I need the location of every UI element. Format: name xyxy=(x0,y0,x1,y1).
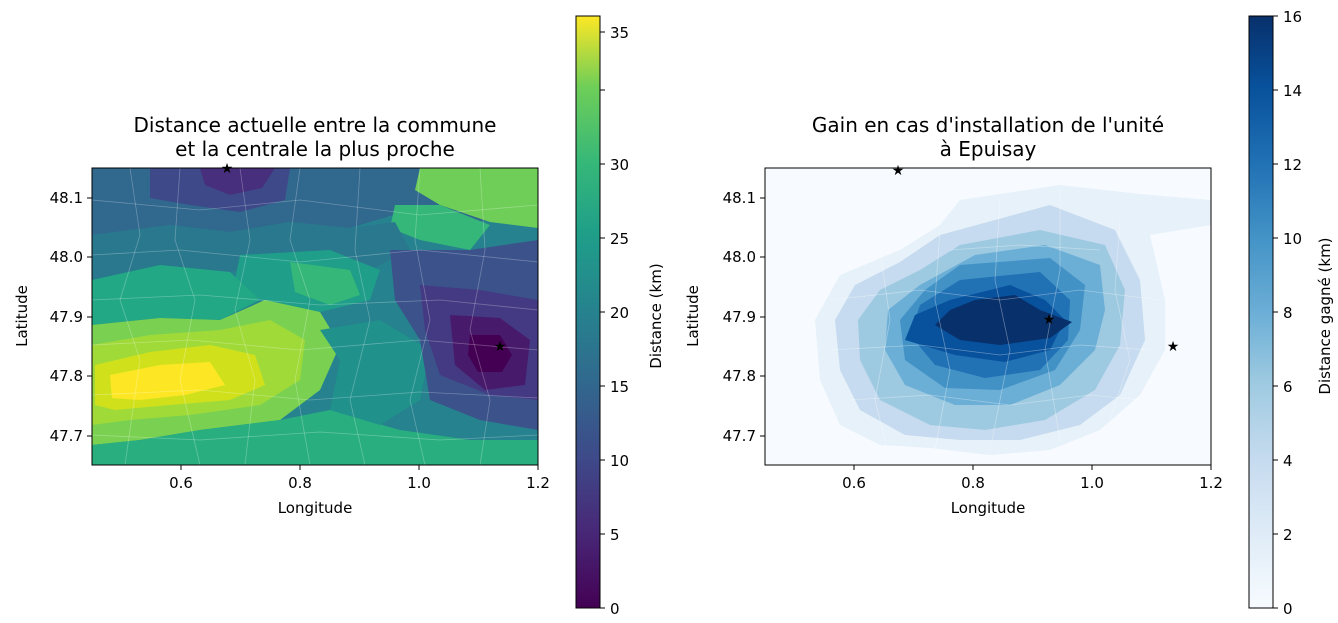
right-x-tick-label: 1.0 xyxy=(1080,474,1104,492)
left-region-west-green xyxy=(92,265,260,325)
left-colorbar-ticks xyxy=(600,31,605,609)
right-y-axis xyxy=(760,197,765,437)
right-star-epuisay-icon: ★ xyxy=(1043,312,1056,328)
right-map-regions xyxy=(765,168,1211,465)
left-region-center-lightgreen xyxy=(290,262,360,305)
right-colorbar xyxy=(1248,15,1274,609)
right-colorbar-tick-label: 8 xyxy=(1283,304,1293,322)
left-region-east-core xyxy=(468,335,512,372)
left-chart-title-line1: Distance actuelle entre la commune xyxy=(134,113,497,137)
right-star-north-icon: ★ xyxy=(892,163,905,179)
left-region-west-mid xyxy=(92,222,410,280)
left-x-axis-label: Longitude xyxy=(278,499,353,517)
right-colorbar-tick-label: 12 xyxy=(1283,156,1302,174)
right-chart-title-line2: à Epuisay xyxy=(940,137,1037,161)
right-colorbar-tick-label: 16 xyxy=(1283,8,1302,26)
right-colorbar-tick-label: 2 xyxy=(1283,526,1293,544)
left-x-tick-label: 0.8 xyxy=(288,474,312,492)
right-y-tick-label: 48.1 xyxy=(723,189,756,207)
left-y-tick-label: 47.8 xyxy=(50,367,83,385)
left-y-axis xyxy=(87,197,92,437)
right-colorbar-tick-label: 4 xyxy=(1283,452,1293,470)
left-map-regions xyxy=(92,168,538,465)
right-y-tick-label: 48.0 xyxy=(723,248,756,266)
right-star-east-icon: ★ xyxy=(1167,339,1180,355)
right-y-tick-label: 47.9 xyxy=(723,308,756,326)
right-colorbar-tick-label: 0 xyxy=(1283,600,1293,618)
left-colorbar-tick-label: 20 xyxy=(610,304,629,322)
left-y-tick-label: 47.9 xyxy=(50,308,83,326)
right-y-axis-label: Latitude xyxy=(684,285,702,347)
left-y-tick-label: 48.1 xyxy=(50,189,83,207)
right-chart-title-line1: Gain en cas d'installation de l'unité xyxy=(812,113,1164,137)
left-star-east-icon: ★ xyxy=(494,339,507,355)
right-colorbar-ticks xyxy=(1273,15,1278,609)
left-colorbar-tick-label: 5 xyxy=(610,526,620,544)
left-region-northeast-mid xyxy=(390,205,490,250)
right-x-axis xyxy=(853,465,1212,470)
right-colorbar-tick-label: 6 xyxy=(1283,378,1293,396)
left-colorbar-tick-label: 30 xyxy=(610,156,629,174)
left-colorbar-tick-label: 0 xyxy=(610,600,620,618)
right-x-axis-label: Longitude xyxy=(951,499,1026,517)
left-colorbar-tick-label: 15 xyxy=(610,378,629,396)
left-region-northeast xyxy=(415,168,538,228)
right-commune-borders xyxy=(829,190,1161,461)
right-x-tick-label: 0.6 xyxy=(842,474,866,492)
left-region-southwest-bright xyxy=(110,362,225,400)
right-colorbar-label: Distance gagné (km) xyxy=(1316,237,1334,394)
left-region-south-lower xyxy=(92,410,538,465)
left-region-north-center xyxy=(200,168,275,195)
left-colorbar-label: Distance (km) xyxy=(647,263,665,368)
left-x-tick-label: 0.6 xyxy=(169,474,193,492)
left-colorbar xyxy=(575,15,601,609)
left-chart: Distance actuelle entre la commune et la… xyxy=(13,15,665,618)
left-y-tick-label: 47.7 xyxy=(50,427,83,445)
left-stars: ★ ★ xyxy=(221,161,507,355)
left-colorbar-tick-label: 10 xyxy=(610,452,629,470)
right-y-tick-label: 47.8 xyxy=(723,367,756,385)
right-x-tick-label: 0.8 xyxy=(961,474,985,492)
left-x-tick-label: 1.2 xyxy=(526,474,550,492)
right-y-tick-label: 47.7 xyxy=(723,427,756,445)
left-y-axis-label: Latitude xyxy=(13,285,31,347)
left-chart-title-line2: et la centrale la plus proche xyxy=(175,137,455,161)
right-x-tick-label: 1.2 xyxy=(1199,474,1223,492)
right-region-core xyxy=(935,295,1072,345)
left-x-axis xyxy=(180,465,539,470)
left-colorbar-tick-label: 25 xyxy=(610,230,629,248)
left-colorbar-tick-label: 35 xyxy=(610,24,629,42)
left-region-south-center xyxy=(320,320,430,425)
left-commune-borders xyxy=(92,168,538,465)
right-stars: ★ ★ ★ xyxy=(892,163,1180,355)
left-star-north-icon: ★ xyxy=(221,161,234,177)
right-colorbar-tick-label: 10 xyxy=(1283,230,1302,248)
left-x-tick-label: 1.0 xyxy=(407,474,431,492)
right-chart: Gain en cas d'installation de l'unité à … xyxy=(684,8,1334,618)
left-y-tick-label: 48.0 xyxy=(50,248,83,266)
right-colorbar-tick-label: 14 xyxy=(1283,82,1302,100)
